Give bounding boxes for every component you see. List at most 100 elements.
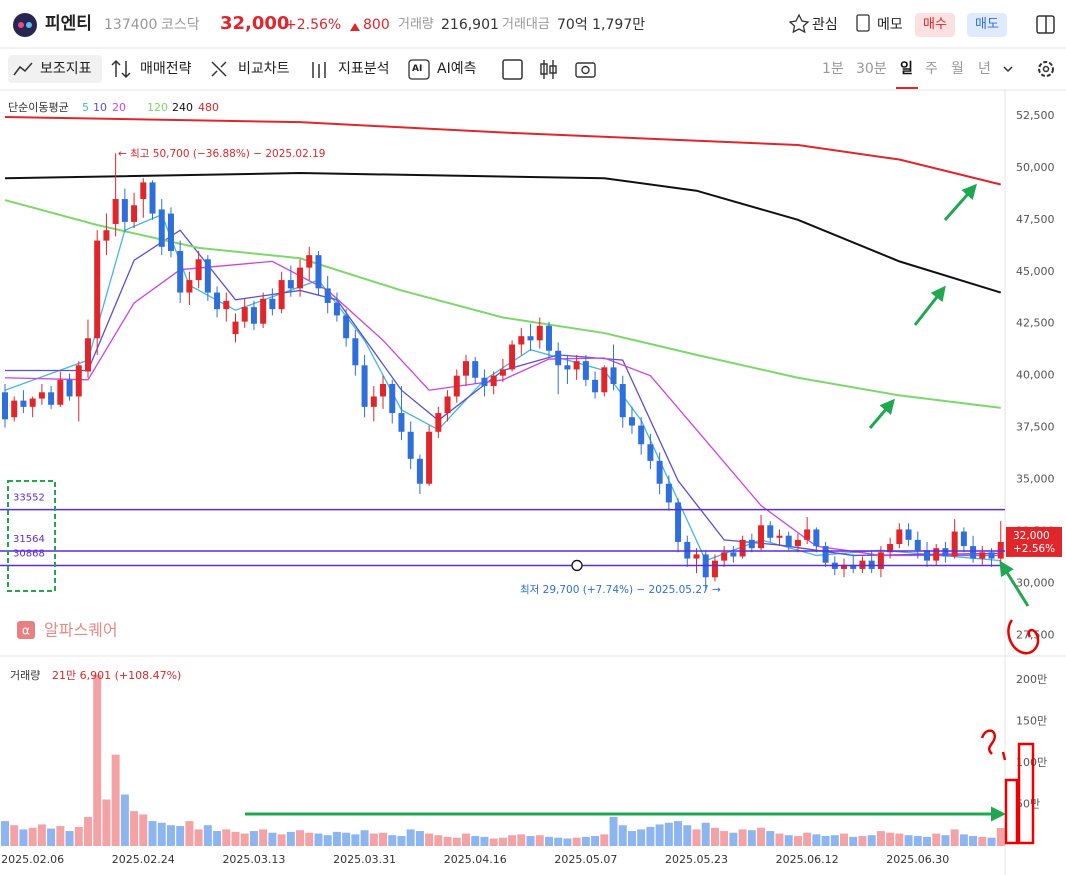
candle-body (841, 564, 848, 569)
candle-body (398, 413, 405, 432)
volume-bar (876, 831, 885, 846)
candle-icon[interactable] (540, 60, 557, 79)
tool[interactable]: 지표분석 (338, 61, 390, 77)
candle-body (748, 539, 755, 549)
volume-bar (425, 833, 434, 846)
volume-bar (738, 829, 747, 846)
candle-body (214, 292, 221, 310)
volume-bar (37, 824, 46, 846)
tool[interactable]: 보조지표 (40, 61, 92, 77)
analysis-icon[interactable] (312, 62, 326, 78)
volume-bar (840, 833, 849, 846)
y-tick-label: 40,000 (1016, 369, 1055, 382)
volume-bar (296, 830, 305, 846)
indicator-icon[interactable] (13, 62, 33, 76)
volume-bar (74, 826, 83, 846)
candle-body (389, 383, 396, 414)
sell-button[interactable]: 매도 (967, 13, 1007, 37)
volume-bar (249, 831, 258, 846)
logo (26, 22, 32, 28)
candle-body (509, 344, 516, 370)
price-tag-change: +2.56% (1013, 543, 1055, 555)
volume-bar (480, 836, 489, 846)
x-tick-label: 2025.05.07 (554, 853, 617, 866)
candle-body (573, 361, 580, 370)
camera-icon[interactable] (581, 65, 590, 75)
candle-body (647, 444, 654, 461)
drawing-icon[interactable] (502, 59, 523, 80)
period[interactable]: 주 (925, 61, 938, 77)
volume-bar (637, 829, 646, 846)
tool[interactable]: AI예측 (437, 61, 477, 77)
volume-bar (28, 827, 37, 846)
volume-bar (581, 836, 590, 846)
ai-icon[interactable] (408, 59, 430, 80)
volume-bar (213, 831, 222, 846)
volume-bar (895, 833, 904, 846)
volume-bar (664, 822, 673, 846)
scribble (980, 729, 1007, 761)
candle-body (739, 539, 746, 557)
change: +2.56% (285, 17, 342, 33)
volume-bar (775, 833, 784, 846)
period[interactable]: 월 (951, 61, 964, 77)
settings-icon[interactable] (1038, 61, 1054, 77)
volume-bar (323, 835, 332, 846)
tool[interactable]: 비교차트 (238, 61, 290, 77)
volume-bar (130, 811, 139, 846)
y-tick-label: 37,500 (1016, 421, 1055, 434)
candle-body (499, 369, 506, 376)
period[interactable]: 1분 (822, 61, 844, 77)
volume-bar (314, 833, 323, 846)
star-icon[interactable] (788, 13, 810, 34)
watch-button[interactable]: 관심 (812, 17, 838, 33)
volume-bar (83, 816, 92, 846)
camera-icon[interactable] (575, 62, 596, 78)
volume-bar (286, 831, 295, 846)
buy-button[interactable]: 매수 (915, 13, 955, 37)
candle-body (149, 182, 156, 214)
memo-button[interactable]: 메모 (877, 17, 903, 33)
volume-bar (886, 832, 895, 846)
candle-body (481, 377, 488, 387)
strategy-icon[interactable] (111, 59, 131, 79)
amount: 70억 1,797만 (557, 17, 646, 33)
volume-bar (434, 835, 443, 846)
candle-body (960, 531, 967, 547)
candle-body (721, 552, 728, 561)
candle-body (592, 379, 599, 393)
period[interactable]: 일 (900, 61, 913, 77)
ai-icon-text[interactable]: AI (412, 64, 423, 74)
compare-icon[interactable] (211, 61, 227, 77)
level-label: 31564 (13, 534, 45, 545)
x-tick-label: 2025.06.30 (886, 853, 949, 866)
period[interactable]: 년 (978, 61, 991, 77)
scribble (1007, 619, 1040, 655)
chevron[interactable] (1003, 66, 1013, 73)
volume-bar (747, 830, 756, 846)
delta: 800 (363, 17, 390, 33)
candle-body (269, 298, 276, 310)
memo-icon[interactable] (856, 14, 870, 32)
candle-body (333, 302, 340, 316)
volume-bar (222, 829, 231, 846)
candle-body (675, 502, 682, 542)
volume-bar (342, 832, 351, 846)
volume-bar (240, 833, 249, 846)
x-tick-label: 2025.06.12 (776, 853, 839, 866)
tool[interactable]: 매매전략 (140, 61, 192, 77)
candle-body (979, 552, 986, 559)
settings-icon[interactable] (1042, 65, 1050, 73)
volume-bar (793, 836, 802, 846)
volume-bar (332, 831, 341, 846)
y-tick-label: 47,500 (1016, 213, 1055, 226)
volume-label: 거래량 (398, 17, 434, 32)
volume-bar (203, 825, 212, 846)
candle-body (57, 379, 64, 405)
candle-body (942, 548, 949, 557)
period[interactable]: 30분 (856, 61, 887, 77)
volume-bar (720, 831, 729, 846)
level-label: 33552 (13, 493, 45, 504)
volume-bar (978, 836, 987, 846)
selected-tool-bg[interactable] (8, 55, 102, 83)
